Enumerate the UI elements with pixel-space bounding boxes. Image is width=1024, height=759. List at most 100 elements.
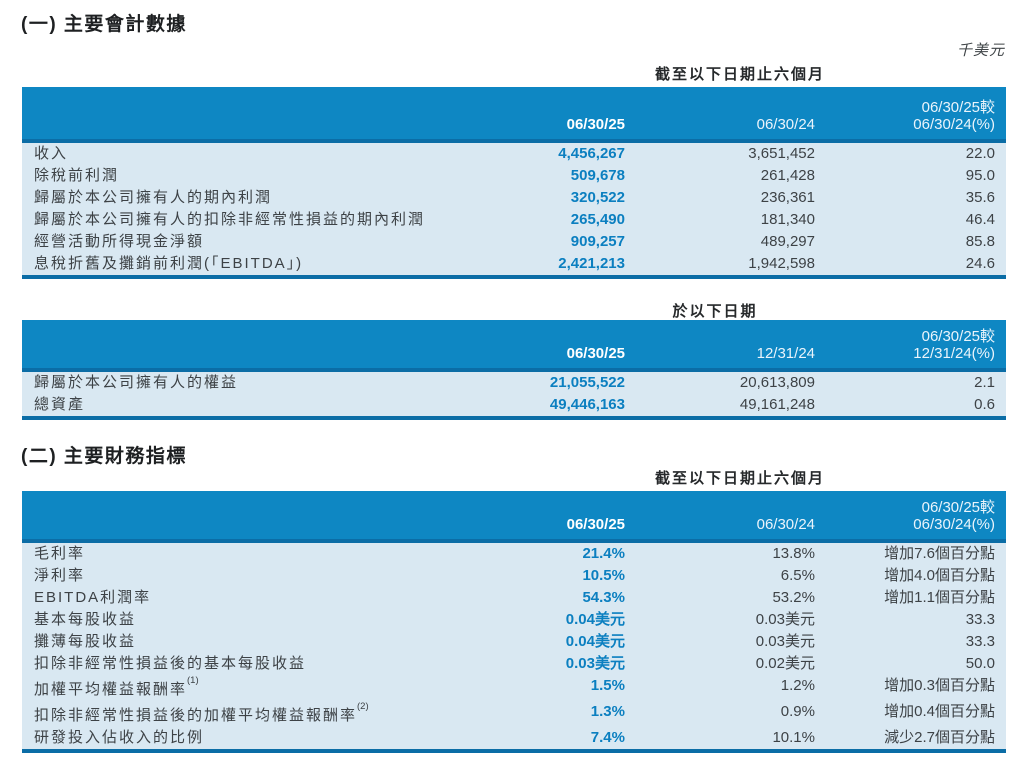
col-header-change: 06/30/25較 12/31/24(%) (815, 328, 995, 362)
table-row: 經營活動所得現金淨額 909,257 489,297 85.8 (34, 231, 995, 253)
value-prior: 13.8% (772, 545, 815, 562)
table2-period-header: 於以下日期 (672, 303, 758, 320)
table3-period-header: 截至以下日期止六個月 (654, 470, 825, 487)
row-label: 淨利率 (34, 567, 86, 584)
value-current: 2,421,213 (558, 255, 625, 272)
row-label: 除稅前利潤 (34, 167, 120, 184)
table-row: 除稅前利潤 509,678 261,428 95.0 (34, 165, 995, 187)
col-header-current-period: 06/30/25 (566, 516, 625, 533)
table-row: 加權平均權益報酬率(1) 1.5% 1.2% 增加0.3個百分點 (34, 675, 995, 701)
accounting-data-table: 06/30/25 06/30/24 06/30/25較 06/30/24(%) … (22, 87, 1006, 279)
col-header-change-line1: 06/30/25較 (921, 499, 995, 516)
value-change: 35.6 (965, 189, 995, 206)
value-current: 0.04美元 (565, 611, 625, 628)
row-label: 基本每股收益 (34, 611, 137, 628)
value-prior: 261,428 (760, 167, 815, 184)
value-change: 減少2.7個百分點 (884, 729, 995, 746)
value-change: 46.4 (965, 211, 995, 228)
value-change: 85.8 (965, 233, 995, 250)
row-label: 息稅折舊及攤銷前利潤(「EBITDA」) (34, 255, 304, 272)
col-header-prior-period: 06/30/24 (756, 116, 815, 133)
row-label: EBITDA利潤率 (34, 589, 152, 606)
table-row: 總資產 49,446,163 49,161,248 0.6 (34, 394, 995, 416)
table1-header-band: 06/30/25 06/30/24 06/30/25較 06/30/24(%) (22, 87, 1006, 143)
table-row: 攤薄每股收益 0.04美元 0.03美元 33.3 (34, 631, 995, 653)
row-label: 研發投入佔收入的比例 (34, 729, 205, 746)
value-change: 增加7.6個百分點 (884, 545, 995, 562)
value-change: 增加0.4個百分點 (884, 703, 995, 720)
value-current: 7.4% (590, 729, 625, 746)
value-prior: 53.2% (772, 589, 815, 606)
row-label: 扣除非經常性損益後的基本每股收益 (34, 655, 307, 672)
value-current: 49,446,163 (549, 396, 625, 413)
value-current: 265,490 (570, 211, 625, 228)
value-prior: 20,613,809 (739, 374, 815, 391)
value-current: 10.5% (582, 567, 625, 584)
value-change: 22.0 (965, 145, 995, 162)
table2-header-band: 06/30/25 12/31/24 06/30/25較 12/31/24(%) (22, 320, 1006, 372)
row-label: 收入 (34, 145, 69, 162)
value-current: 4,456,267 (558, 145, 625, 162)
col-header-current-period: 06/30/25 (566, 116, 625, 133)
col-header-prior-period: 06/30/24 (756, 516, 815, 533)
table-row: 基本每股收益 0.04美元 0.03美元 33.3 (34, 609, 995, 631)
col-header-change-line1: 06/30/25較 (921, 99, 995, 116)
table-row: 歸屬於本公司擁有人的扣除非經常性損益的期內利潤 265,490 181,340 … (34, 209, 995, 231)
value-change: 增加4.0個百分點 (884, 567, 995, 584)
value-prior: 0.03美元 (755, 611, 815, 628)
unit-label: 千美元 (956, 42, 1005, 59)
row-label: 經營活動所得現金淨額 (34, 233, 205, 250)
value-current: 54.3% (582, 589, 625, 606)
value-prior: 489,297 (760, 233, 815, 250)
value-prior: 0.9% (780, 703, 815, 720)
balance-data-table: 06/30/25 12/31/24 06/30/25較 12/31/24(%) … (22, 320, 1006, 420)
col-header-change: 06/30/25較 06/30/24(%) (815, 99, 995, 133)
value-prior: 1,942,598 (748, 255, 815, 272)
value-current: 21.4% (582, 545, 625, 562)
row-label: 歸屬於本公司擁有人的期內利潤 (34, 189, 273, 206)
value-change: 增加1.1個百分點 (884, 589, 995, 606)
value-prior: 1.2% (780, 677, 815, 694)
row-label: 毛利率 (34, 545, 86, 562)
value-change: 33.3 (965, 633, 995, 650)
table-row: 研發投入佔收入的比例 7.4% 10.1% 減少2.7個百分點 (34, 727, 995, 749)
value-prior: 10.1% (772, 729, 815, 746)
value-change: 24.6 (965, 255, 995, 272)
value-current: 21,055,522 (549, 374, 625, 391)
col-header-change-line2: 06/30/24(%) (913, 516, 995, 533)
table-row: EBITDA利潤率 54.3% 53.2% 增加1.1個百分點 (34, 587, 995, 609)
value-prior: 0.03美元 (755, 633, 815, 650)
col-header-change: 06/30/25較 06/30/24(%) (815, 499, 995, 533)
table1-period-header: 截至以下日期止六個月 (654, 66, 825, 83)
value-change: 33.3 (965, 611, 995, 628)
row-label: 歸屬於本公司擁有人的扣除非經常性損益的期內利潤 (34, 211, 426, 228)
table3-body: 毛利率 21.4% 13.8% 增加7.6個百分點 淨利率 10.5% 6.5%… (22, 543, 1006, 753)
table1-body: 收入 4,456,267 3,651,452 22.0 除稅前利潤 509,67… (22, 143, 1006, 279)
value-current: 909,257 (570, 233, 625, 250)
value-prior: 236,361 (760, 189, 815, 206)
col-header-change-line2: 06/30/24(%) (913, 116, 995, 133)
section1-title: (一) 主要會計數據 (21, 14, 187, 35)
value-prior: 3,651,452 (748, 145, 815, 162)
value-current: 0.03美元 (565, 655, 625, 672)
value-current: 0.04美元 (565, 633, 625, 650)
value-change: 增加0.3個百分點 (884, 677, 995, 694)
section2-title: (二) 主要財務指標 (21, 446, 187, 467)
value-prior: 0.02美元 (755, 655, 815, 672)
value-change: 50.0 (965, 655, 995, 672)
table-row: 息稅折舊及攤銷前利潤(「EBITDA」) 2,421,213 1,942,598… (34, 253, 995, 275)
table-row: 淨利率 10.5% 6.5% 增加4.0個百分點 (34, 565, 995, 587)
value-change: 95.0 (965, 167, 995, 184)
value-change: 0.6 (974, 396, 995, 413)
footnote-marker: (1) (187, 675, 199, 686)
value-current: 1.3% (590, 703, 625, 720)
value-prior: 181,340 (760, 211, 815, 228)
financial-indicators-table: 06/30/25 06/30/24 06/30/25較 06/30/24(%) … (22, 491, 1006, 753)
value-current: 1.5% (590, 677, 625, 694)
row-label: 歸屬於本公司擁有人的權益 (34, 374, 239, 391)
row-label: 扣除非經常性損益後的加權平均權益報酬率(2) (34, 701, 369, 724)
col-header-change-line1: 06/30/25較 (921, 328, 995, 345)
col-header-current-date: 06/30/25 (566, 345, 625, 362)
row-label: 攤薄每股收益 (34, 633, 137, 650)
